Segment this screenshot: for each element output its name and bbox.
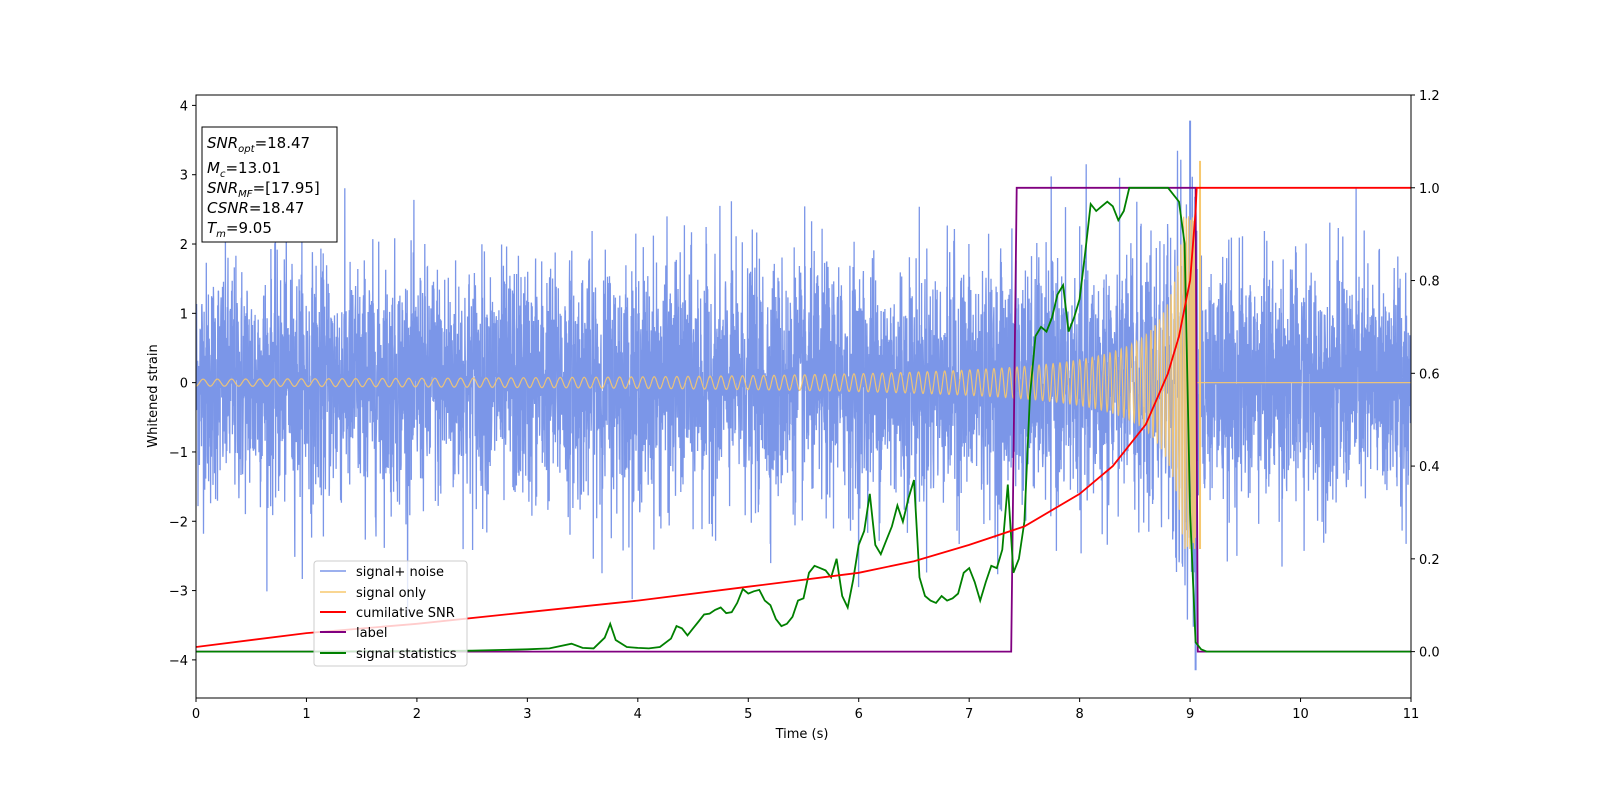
info-box-frame [201, 126, 338, 243]
y-axis-label: Whitened strain [146, 344, 161, 447]
legend: signal+ noise signal only cumilative SNR la… [313, 560, 468, 667]
legend-label: signal+ noise [356, 565, 444, 580]
y-tick-label: 1 [180, 307, 188, 322]
y-tick-label: −4 [169, 654, 188, 669]
y-tick-label: −2 [169, 515, 188, 530]
series-signal-only-line [196, 216, 1411, 550]
x-tick-label: 11 [1403, 707, 1420, 722]
x-axis-label: Time (s) [775, 727, 829, 742]
legend-label: signal only [356, 586, 426, 601]
y2-tick-label: 0.0 [1419, 646, 1440, 661]
x-tick-label: 5 [744, 707, 752, 722]
x-tick-label: 0 [192, 707, 200, 722]
y2-tick-label: 0.4 [1419, 460, 1440, 475]
axes: 0 1 2 3 4 5 6 7 8 9 10 1143210−1−2−3−41.21.00.80.60… [169, 89, 1440, 722]
x-tick-label: 6 [855, 707, 863, 722]
series-cumulative-snr-line [196, 186, 1411, 648]
y2-tick-label: 1.2 [1419, 89, 1440, 104]
info-box-line: Tm=9.05 [207, 219, 272, 240]
x-tick-label: 8 [1075, 707, 1083, 722]
x-tick-label: 3 [523, 707, 531, 722]
x-tick-label: 9 [1186, 707, 1194, 722]
x-tick-label: 10 [1292, 707, 1309, 722]
y2-tick-label: 1.0 [1419, 182, 1440, 197]
y-tick-label: −1 [169, 446, 188, 461]
y-tick-label: 3 [180, 169, 188, 184]
x-tick-label: 4 [634, 707, 642, 722]
legend-label: label [356, 626, 387, 641]
y-tick-label: 2 [180, 238, 188, 253]
legend-label: cumilative SNR [356, 606, 455, 621]
legend-frame [313, 560, 468, 667]
series-signal-noise-line [196, 150, 1411, 627]
x-tick-label: 7 [965, 707, 973, 722]
info-box-line: SNRMF=[17.95] [207, 179, 320, 200]
y-tick-label: 0 [180, 377, 188, 392]
info-box-line: Mc=13.01 [207, 159, 281, 180]
series-signal-statistics-line [196, 186, 1411, 653]
info-box: SNRopt=18.47 Mc=13.01SNRMF=[17.95]CSNR=18… [201, 126, 338, 243]
plot-frame [195, 94, 1412, 699]
y2-tick-label: 0.6 [1419, 367, 1440, 382]
legend-label: signal statistics [356, 647, 457, 662]
x-tick-label: 2 [413, 707, 421, 722]
plot-area [196, 120, 1411, 671]
y-tick-label: −3 [169, 585, 188, 600]
y2-tick-label: 0.8 [1419, 275, 1440, 290]
info-box-line: SNRopt=18.47 [207, 134, 310, 155]
y2-tick-label: 0.2 [1419, 553, 1440, 568]
info-box-line: CSNR=18.47 [207, 199, 304, 217]
x-tick-label: 1 [302, 707, 310, 722]
y-tick-label: 4 [180, 99, 188, 114]
